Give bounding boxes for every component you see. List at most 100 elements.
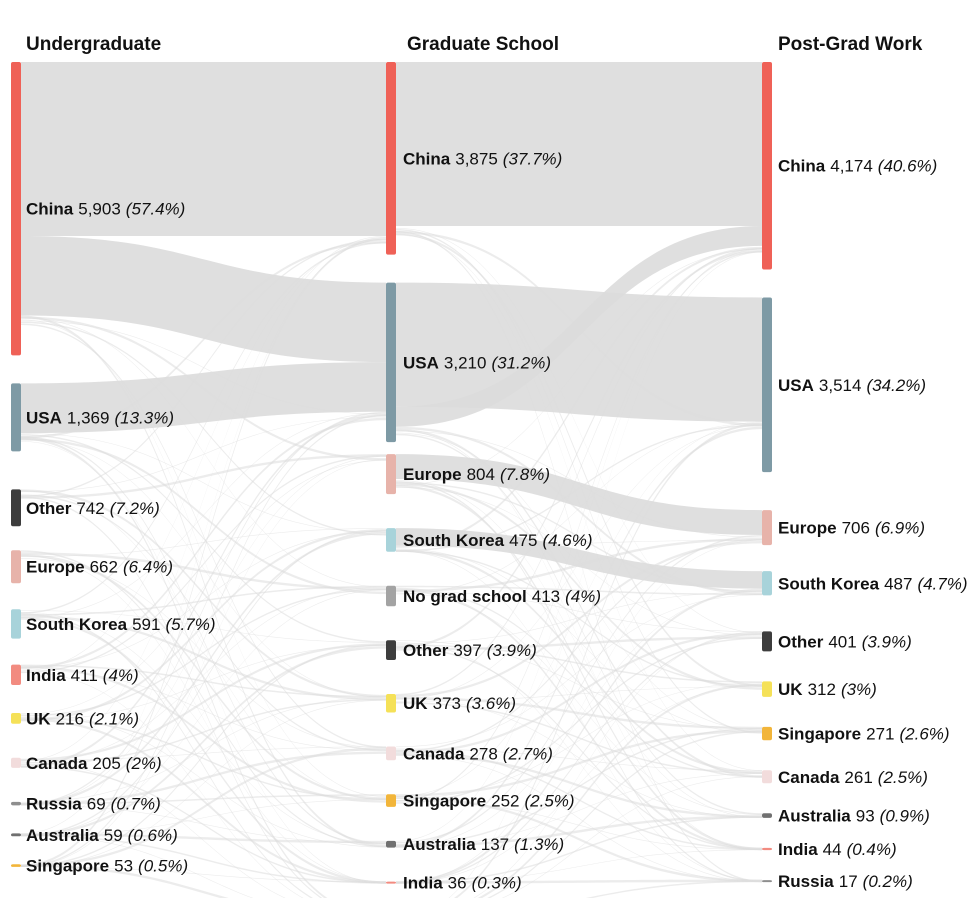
node-name: China [26, 200, 74, 219]
flow-canada-to-india [21, 765, 386, 884]
node-label-china: China 3,875 (37.7%) [403, 149, 562, 168]
flow-canada-to-uk [21, 698, 386, 766]
node-percent: (13.3%) [114, 408, 174, 427]
node-percent: (5.7%) [165, 615, 215, 634]
node-label-europe: Europe 662 (6.4%) [26, 558, 173, 577]
node-value: 475 [509, 531, 537, 550]
node-name: Europe [26, 558, 85, 577]
flow-usa-to-europe [396, 430, 762, 538]
node-name: Australia [403, 835, 476, 854]
flow-singapore-to-china [21, 236, 386, 867]
node-value: 93 [856, 807, 875, 826]
node-bar-canada [762, 770, 772, 784]
flow-russia-to-europe [21, 456, 386, 806]
node-bar-usa [386, 282, 396, 443]
flow-south-korea-to-usa [21, 412, 386, 618]
node-value: 411 [71, 666, 98, 685]
column-header-graduate-school: Graduate School [407, 34, 559, 55]
flow-china-to-canada [396, 234, 762, 771]
node-percent: (4.6%) [542, 531, 592, 550]
node-name: UK [403, 694, 428, 713]
flow-russia-to-canada [21, 751, 386, 806]
node-percent: (2%) [126, 754, 162, 773]
flow-india-to-south-korea [21, 531, 386, 669]
node-label-australia: Australia 59 (0.6%) [26, 826, 178, 845]
node-label-canada: Canada 278 (2.7%) [403, 744, 553, 763]
node-name: Canada [778, 768, 840, 787]
node-percent: (57.4%) [126, 200, 186, 219]
node-name: Europe [403, 465, 462, 484]
flow-other-to-china [396, 249, 762, 649]
node-bar-canada [386, 746, 396, 761]
node-label-other: Other 401 (3.9%) [778, 632, 912, 651]
node-labels: China 5,903 (57.4%)USA 1,369 (13.3%)Other 742… [26, 149, 968, 892]
node-value: 44 [823, 840, 842, 859]
node-bar-usa [762, 297, 772, 473]
flow-australia-to-australia [396, 815, 762, 848]
node-value: 413 [532, 587, 560, 606]
node-name: Europe [778, 519, 837, 538]
node-bar-canada [11, 757, 21, 768]
node-value: 4,174 [830, 157, 873, 176]
node-value: 278 [469, 744, 497, 763]
node-label-no-grad-school: No grad school 413 (4%) [403, 587, 601, 606]
flow-russia-to-usa [21, 411, 386, 806]
flow-china-to-singapore [396, 229, 762, 734]
flow-australia-to-south-korea [396, 590, 762, 848]
node-label-other: Other 397 (3.9%) [403, 641, 537, 660]
node-percent: (2.6%) [900, 725, 950, 744]
node-label-singapore: Singapore 53 (0.5%) [26, 857, 188, 876]
flow-india-to-canada [21, 669, 386, 752]
node-name: Other [778, 632, 824, 651]
flow-south-korea-to-singapore [396, 548, 762, 734]
node-bar-australia [386, 840, 396, 848]
flow-india-to-usa [21, 417, 386, 669]
node-percent: (34.2%) [866, 376, 926, 395]
flow-south-korea-to-other [21, 610, 386, 643]
flow-australia-to-singapore [396, 727, 762, 846]
flow-other-to-india [396, 646, 762, 851]
node-percent: (3.9%) [487, 641, 537, 660]
flow-no-grad-school-to-south-korea [396, 585, 762, 596]
node-value: 3,875 [455, 149, 498, 168]
node-label-uk: UK 216 (2.1%) [26, 709, 139, 728]
flow-india-to-europe [396, 539, 762, 884]
node-label-usa: USA 1,369 (13.3%) [26, 408, 174, 427]
flow-australia-to-europe [396, 534, 762, 844]
flow-china-to-canada [21, 323, 386, 748]
node-value: 662 [90, 558, 118, 577]
column-header-post-grad-work: Post-Grad Work [778, 34, 923, 55]
node-value: 5,903 [78, 200, 121, 219]
node-bar-europe [386, 454, 396, 495]
node-value: 312 [808, 680, 836, 699]
flow-south-korea-to-china [21, 241, 386, 614]
node-name: Russia [778, 872, 834, 891]
flow-other-to-uk [396, 644, 762, 683]
node-name: Singapore [778, 725, 861, 744]
node-bar-china [762, 62, 772, 270]
node-bar-australia [762, 813, 772, 818]
node-name: Australia [26, 826, 99, 845]
column-header-undergraduate: Undergraduate [26, 34, 161, 55]
node-percent: (3.6%) [466, 694, 516, 713]
node-name: Other [403, 641, 449, 660]
flow-uk-to-singapore [396, 696, 762, 730]
node-percent: (37.7%) [503, 149, 563, 168]
node-label-india: India 411 (4%) [26, 666, 139, 685]
flow-usa-to-south-korea [396, 426, 762, 595]
node-value: 706 [842, 519, 870, 538]
flow-other-to-south-korea [396, 591, 762, 644]
flow-usa-to-south-korea [21, 433, 386, 533]
flow-china-to-china [21, 62, 386, 236]
flow-russia-to-singapore [21, 794, 386, 805]
node-name: Singapore [403, 792, 486, 811]
node-label-australia: Australia 93 (0.9%) [778, 807, 930, 826]
node-value: 205 [92, 754, 120, 773]
node-bar-singapore [386, 794, 396, 807]
node-percent: (40.6%) [878, 157, 938, 176]
flow-singapore-to-china [396, 250, 762, 802]
flow-uk-to-south-korea [21, 529, 386, 722]
node-percent: (0.6%) [128, 826, 178, 845]
node-percent: (4%) [565, 587, 601, 606]
